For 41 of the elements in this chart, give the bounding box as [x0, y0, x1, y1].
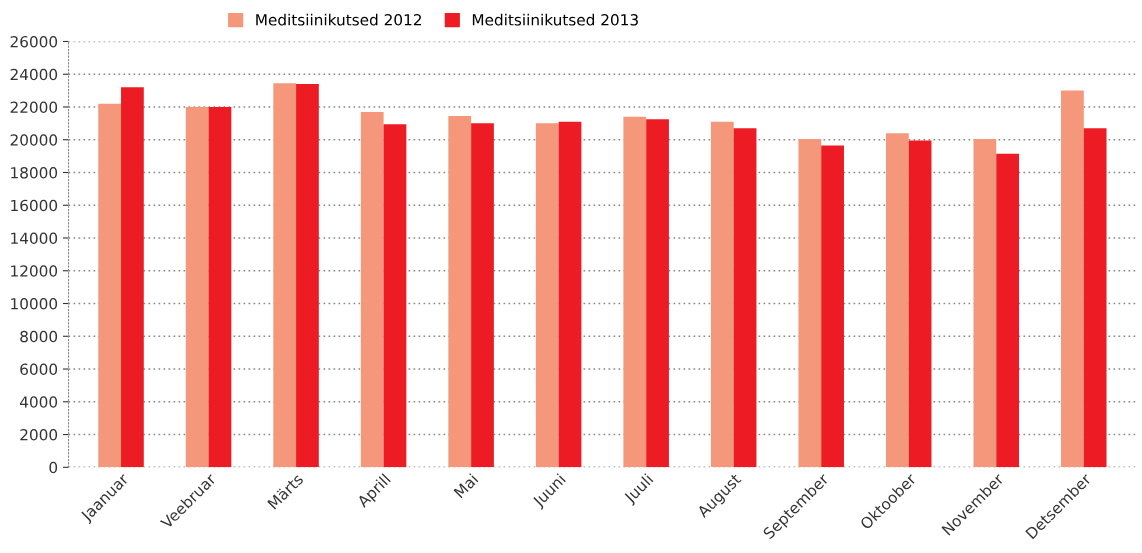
bar: [710, 121, 734, 468]
y-tick-label: 6000: [20, 363, 58, 376]
bar: [273, 83, 297, 468]
y-tick-label: 26000: [10, 35, 58, 48]
bar: [908, 140, 932, 468]
bar: [208, 106, 232, 468]
bar: [98, 103, 122, 468]
bar: [821, 145, 844, 468]
bar: [558, 121, 582, 468]
bar: [383, 124, 407, 468]
y-tick-label: 18000: [11, 166, 58, 179]
y-tick-label: 8000: [20, 330, 58, 343]
x-tick-label: Mai: [453, 473, 479, 499]
y-tick-label: 20000: [10, 134, 58, 146]
bar: [996, 153, 1020, 468]
y-tick-label: 0: [49, 461, 58, 474]
bar: [973, 138, 997, 468]
bar: [733, 128, 757, 468]
y-tick-label: 2000: [20, 429, 58, 441]
y-tick-label: 14000: [11, 232, 58, 245]
bar: [646, 119, 669, 468]
bar: [798, 138, 822, 468]
bar: [360, 111, 384, 468]
bar: [296, 84, 319, 468]
bar: [185, 106, 209, 468]
legend-label: Meditsiinikutsed 2012: [256, 13, 421, 26]
bar: [535, 123, 559, 468]
bar: [1061, 90, 1084, 468]
y-tick-label: 22000: [10, 101, 58, 114]
bar: [623, 116, 647, 468]
y-tick-label: 24000: [10, 68, 58, 81]
y-tick-label: 10000: [11, 297, 58, 310]
bar: [448, 115, 472, 468]
y-tick-label: 16000: [11, 199, 58, 212]
y-tick-label: 4000: [19, 396, 58, 408]
bar: [885, 133, 909, 468]
bar: [471, 123, 494, 468]
bar: [1083, 128, 1107, 468]
legend-label: Meditsiinikutsed 2013: [472, 13, 638, 26]
bar: [121, 87, 144, 468]
y-tick-label: 12000: [11, 265, 58, 277]
